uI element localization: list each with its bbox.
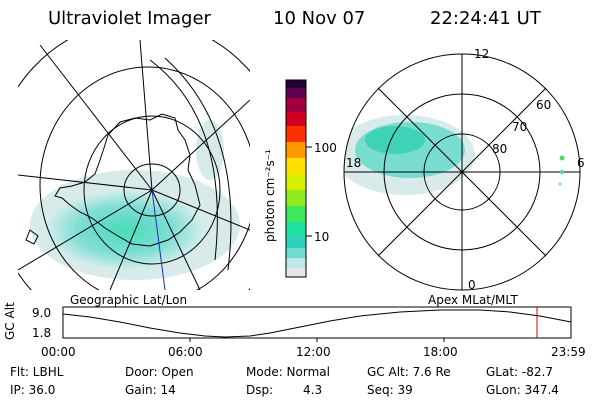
glon-info: GLon: 347.4 xyxy=(486,383,559,397)
mlt-label-12: 12 xyxy=(474,47,490,61)
date-label: 10 Nov 07 xyxy=(273,8,366,29)
time-label: 22:24:41 UT xyxy=(430,8,541,29)
dsp-value: 4.3 xyxy=(303,383,323,397)
xtick-1200: 12:00 xyxy=(296,345,331,359)
glat-info: GLat: -82.7 xyxy=(486,365,553,379)
gc-alt-info: GC Alt: 7.6 Re xyxy=(367,365,451,379)
geographic-map xyxy=(18,40,250,290)
xtick-0600: 06:00 xyxy=(168,345,203,359)
mlat-label-80: 80 xyxy=(492,142,508,156)
instrument-title: Ultraviolet Imager xyxy=(48,8,211,29)
dsp-label: Dsp: xyxy=(246,383,274,397)
mode-info: Mode: Normal xyxy=(246,365,330,379)
altitude-plot xyxy=(62,306,572,342)
polar-map xyxy=(343,53,581,291)
xtick-0000: 00:00 xyxy=(41,345,76,359)
ytick-1-8: 1.8 xyxy=(32,326,52,340)
xtick-2359: 23:59 xyxy=(551,345,586,359)
colorbar-tick-10: 10 xyxy=(314,230,330,244)
geographic-label: Geographic Lat/Lon xyxy=(70,293,188,307)
door-info: Door: Open xyxy=(125,365,194,379)
mlat-label-70: 70 xyxy=(512,120,528,134)
mlt-label-18: 18 xyxy=(346,156,362,170)
filter-info: Flt: LBHL xyxy=(10,365,64,379)
ytick-9: 9.0 xyxy=(32,306,52,320)
seq-info: Seq: 39 xyxy=(367,383,413,397)
apex-label: Apex MLat/MLT xyxy=(428,293,518,307)
mlt-label-6: 6 xyxy=(577,156,585,170)
gc-alt-axis-label: GC Alt xyxy=(3,302,17,340)
colorbar xyxy=(285,79,312,278)
xtick-1800: 18:00 xyxy=(423,345,458,359)
mlt-label-0: 0 xyxy=(468,278,476,292)
coastline xyxy=(54,113,201,247)
colorbar-unit: photon cm⁻²s⁻¹ xyxy=(263,149,277,242)
emission-core xyxy=(45,190,205,270)
gain-info: Gain: 14 xyxy=(125,383,176,397)
mlat-label-60: 60 xyxy=(536,98,552,112)
emission-patch xyxy=(196,120,224,180)
colorbar-tick-100: 100 xyxy=(314,141,337,155)
ip-info: IP: 36.0 xyxy=(10,383,56,397)
meridian-line xyxy=(151,189,166,290)
